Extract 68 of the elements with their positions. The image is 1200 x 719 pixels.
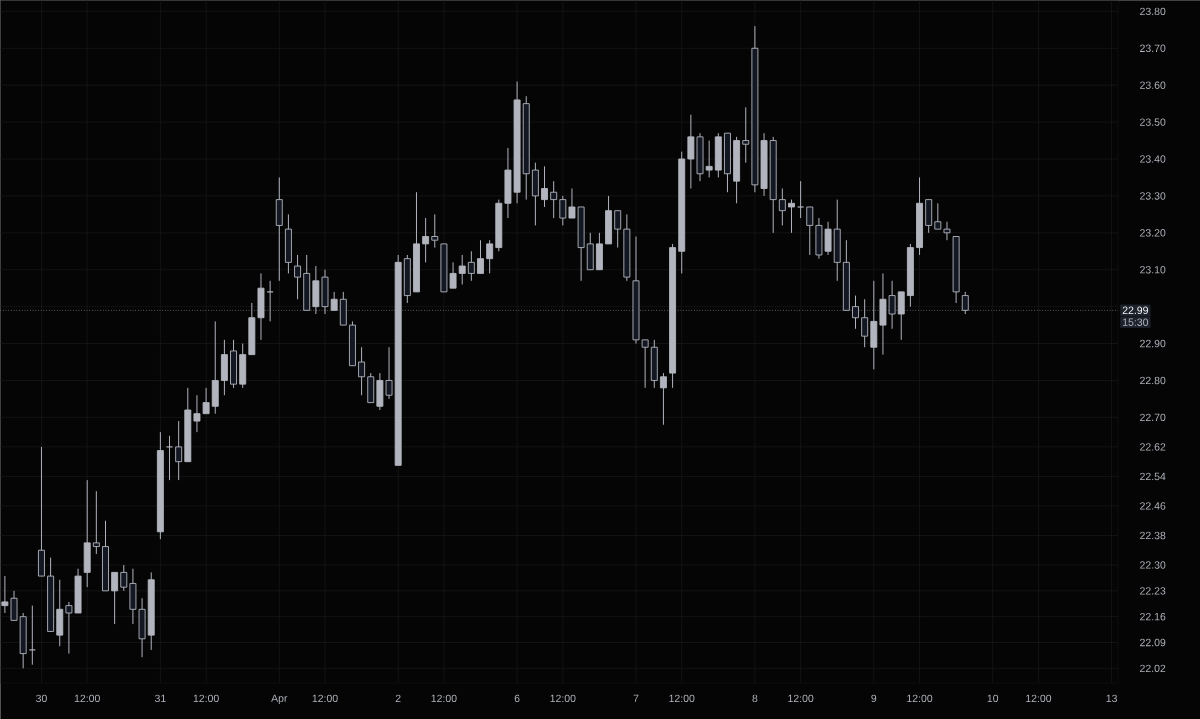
x-tick-label: 31 [154, 694, 166, 703]
text: 15:30 [1123, 318, 1149, 326]
candlestick [294, 254, 302, 300]
x-tick-label: 13 [1106, 694, 1117, 703]
x-tick-label: 12:00 [907, 694, 933, 703]
x-tick-label: 12:00 [669, 694, 695, 703]
x-tick-label: 12:00 [312, 694, 338, 703]
candlestick [788, 199, 795, 234]
candlestick [422, 217, 430, 263]
candlestick [111, 571, 119, 625]
x-tick-label: 6 [514, 694, 520, 703]
y-tick-label: 22.30 [1140, 561, 1166, 569]
ref-line-label: 22.99 [1122, 306, 1148, 315]
y-tick-label: 22.09 [1140, 638, 1166, 647]
y-tick-label: 22.16 [1140, 612, 1166, 621]
candlestick [550, 180, 558, 219]
x-tick-label: Apr [271, 694, 288, 704]
candlestick [165, 435, 174, 481]
x-tick-label: 12:00 [74, 694, 100, 703]
y-tick-label: 23.30 [1140, 192, 1166, 200]
candlestick [431, 213, 439, 249]
x-tick-label: 2 [395, 694, 401, 702]
y-tick-label: 23.80 [1140, 7, 1166, 16]
candlestick [778, 187, 786, 226]
candlestick [358, 346, 366, 396]
x-tick-label: 12:00 [788, 694, 814, 703]
y-tick-label: 23.50 [1140, 118, 1166, 126]
x-tick-label: 12:00 [193, 694, 219, 703]
candlestick [742, 106, 750, 164]
y-tick-label: 22.23 [1140, 587, 1166, 595]
y-tick-label: 22.02 [1140, 664, 1166, 673]
candlestick [797, 180, 805, 219]
candlestick [175, 420, 183, 481]
y-tick-label: 23.10 [1140, 265, 1166, 274]
y-tick-label: 23.40 [1140, 155, 1166, 163]
x-tick-label: 30 [36, 694, 47, 703]
x-tick-label: 12:00 [550, 694, 576, 703]
y-tick-label: 22.46 [1140, 502, 1166, 510]
y-tick-label: 23.20 [1140, 229, 1166, 237]
candlestick [92, 490, 100, 555]
y-tick-label: 22.54 [1140, 472, 1166, 481]
x-tick-label: 12:00 [431, 694, 457, 703]
candlestick [541, 165, 548, 208]
candlestick [559, 195, 567, 226]
y-tick-label: 22.90 [1140, 339, 1166, 348]
y-tick-label: 22.80 [1140, 376, 1166, 385]
candlestick [458, 254, 466, 285]
candlestick [467, 250, 475, 282]
x-tick-label: 10 [987, 694, 999, 703]
candlestick [943, 221, 951, 241]
candlestick [28, 605, 36, 666]
candlestick [934, 202, 942, 230]
candlestick [806, 206, 814, 256]
x-tick-label: 12:00 [1026, 694, 1052, 703]
y-tick-label: 22.38 [1140, 531, 1166, 540]
candlestick [614, 210, 622, 249]
x-tick-label: 7 [633, 694, 639, 702]
candlestick [961, 291, 969, 315]
candlestick [477, 239, 484, 274]
y-tick-label: 23.60 [1140, 81, 1166, 89]
x-tick-label: 8 [752, 694, 758, 703]
candlestick [120, 564, 128, 592]
candlestick [659, 372, 667, 426]
y-tick-label: 22.70 [1140, 413, 1166, 422]
candlestick [486, 239, 494, 274]
y-tick-label: 23.70 [1140, 44, 1166, 52]
y-tick-label: 22.62 [1140, 443, 1166, 451]
x-tick-label: 9 [871, 694, 877, 703]
